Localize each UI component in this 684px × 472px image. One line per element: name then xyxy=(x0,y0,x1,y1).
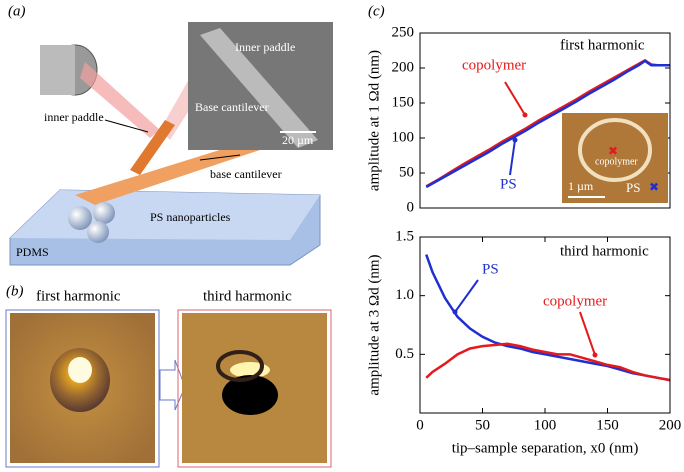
y-tick-label: 200 xyxy=(392,59,415,75)
x-tick-label: 0 xyxy=(416,417,424,433)
y-tick-label: 0.5 xyxy=(395,346,414,362)
series-line xyxy=(425,254,671,382)
y-axis-label: amplitude at 3 Ωd (nm) xyxy=(366,254,382,395)
annotation-arrow-head xyxy=(522,112,528,118)
inset-label: Base cantilever xyxy=(195,100,269,114)
annotation: copolymer xyxy=(543,293,607,309)
annotation: copolymer xyxy=(462,57,526,73)
y-tick-label: 150 xyxy=(392,94,415,110)
x-tick-label: 100 xyxy=(534,417,557,433)
inset-label: PS xyxy=(626,180,640,195)
x-tick-label: 200 xyxy=(659,417,682,433)
panel-letter: (a) xyxy=(8,3,26,19)
y-tick-label: 0 xyxy=(407,199,415,215)
annotation-arrow xyxy=(504,81,526,116)
annotation-arrow-head xyxy=(452,309,458,315)
y-tick-label: 1.0 xyxy=(395,287,414,303)
inset-marker: ✖ xyxy=(608,144,618,158)
x-axis-label: tip–sample separation, x0 (nm) xyxy=(452,440,639,456)
label: PS nanoparticles xyxy=(150,210,231,224)
panel-letter: (b) xyxy=(6,283,24,299)
annotation: PS xyxy=(482,261,499,277)
label: PDMS xyxy=(16,245,49,259)
annotation: third harmonic xyxy=(560,243,649,259)
plot-frame xyxy=(419,32,671,209)
series-line xyxy=(425,342,671,382)
plot-frame xyxy=(419,236,671,414)
annotation-arrow-head xyxy=(592,352,598,358)
inset-marker: ✖ xyxy=(649,180,659,194)
inset-ring xyxy=(578,118,652,182)
series-line xyxy=(425,59,670,189)
annotation: first harmonic xyxy=(560,37,645,53)
annotation-arrow xyxy=(579,311,596,356)
y-tick-label: 250 xyxy=(392,24,415,40)
x-tick-label: 50 xyxy=(475,417,490,433)
inset-label: copolymer xyxy=(595,156,638,167)
y-tick-label: 50 xyxy=(399,164,414,180)
image-title: third harmonic xyxy=(203,288,292,304)
y-tick-label: 1.5 xyxy=(395,228,414,244)
y-tick-label: 100 xyxy=(392,129,415,145)
annotation-arrow-head xyxy=(512,137,518,143)
annotation: PS xyxy=(500,176,517,192)
label: inner paddle xyxy=(44,110,104,124)
scale-bar-label: 1 µm xyxy=(568,179,594,193)
schematic xyxy=(9,22,333,266)
x-tick-label: 150 xyxy=(596,417,619,433)
y-axis-label: amplitude at 1 Ωd (nm) xyxy=(366,50,382,191)
image-title: first harmonic xyxy=(36,288,121,304)
label: base cantilever xyxy=(210,167,282,181)
annotation-arrow xyxy=(454,279,479,313)
afm-images xyxy=(5,309,332,468)
panel-letter: (c) xyxy=(368,3,385,19)
annotation-arrow xyxy=(509,139,516,176)
scale-bar-label: 20 µm xyxy=(282,133,314,147)
inset-label: Inner paddle xyxy=(235,40,295,54)
